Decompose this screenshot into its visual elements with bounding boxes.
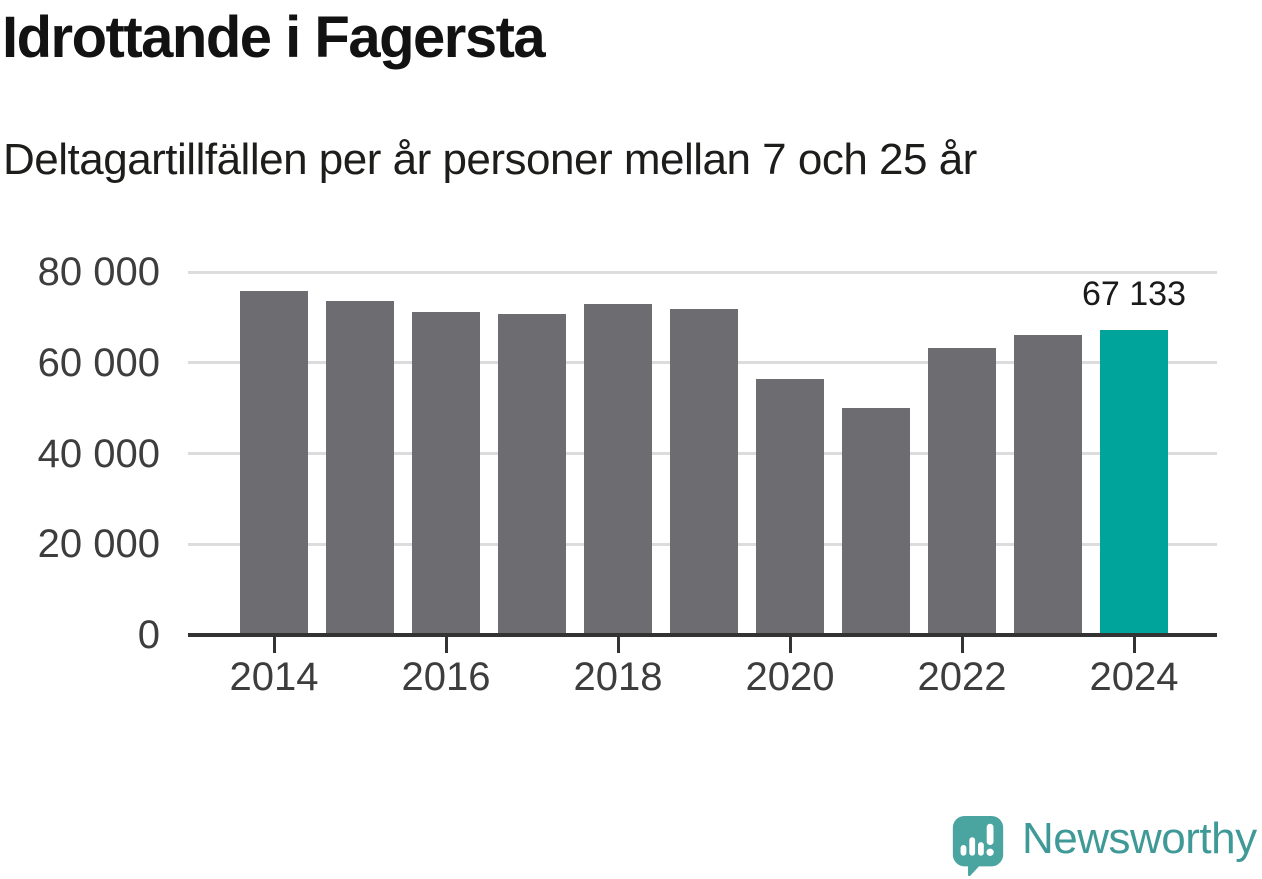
brand-name: Newsworthy xyxy=(1022,814,1257,863)
x-axis-tick xyxy=(788,637,792,653)
chart-title: Idrottande i Fagersta xyxy=(2,5,546,70)
x-axis-line xyxy=(188,633,1217,637)
bar xyxy=(240,291,308,635)
bar-value-label: 67 133 xyxy=(1082,275,1186,313)
bar xyxy=(412,312,480,635)
brand-footer: Newsworthy xyxy=(951,816,1257,876)
y-axis-label: 80 000 xyxy=(37,250,160,294)
x-axis-tick xyxy=(272,637,276,653)
chart-subtitle: Deltagartillfällen per år personer mella… xyxy=(3,135,977,184)
y-axis-label: 60 000 xyxy=(37,340,160,385)
x-axis-label: 2020 xyxy=(745,655,835,699)
bar-chart-speech-bubble-icon xyxy=(952,816,1004,876)
x-axis-tick xyxy=(960,637,964,653)
bar xyxy=(326,301,394,635)
x-axis-tick xyxy=(1132,637,1136,653)
x-axis-label: 2016 xyxy=(401,655,491,699)
gridline xyxy=(188,270,1217,274)
bar xyxy=(756,379,824,635)
y-axis-label: 40 000 xyxy=(37,431,160,476)
bar xyxy=(928,348,996,635)
plot-area xyxy=(188,270,1217,635)
y-axis-label: 0 xyxy=(137,613,160,657)
x-axis-tick xyxy=(616,637,620,653)
bar xyxy=(670,309,738,635)
bar xyxy=(842,407,910,635)
x-axis-label: 2022 xyxy=(917,655,1007,699)
x-axis-label: 2018 xyxy=(573,655,663,699)
bar xyxy=(498,314,566,635)
bar xyxy=(584,304,652,635)
x-axis-label: 2014 xyxy=(229,655,319,699)
bar xyxy=(1014,335,1082,635)
y-axis-label: 20 000 xyxy=(37,522,160,567)
bar xyxy=(1100,330,1168,635)
x-axis-tick xyxy=(444,637,448,653)
x-axis-label: 2024 xyxy=(1089,655,1179,699)
